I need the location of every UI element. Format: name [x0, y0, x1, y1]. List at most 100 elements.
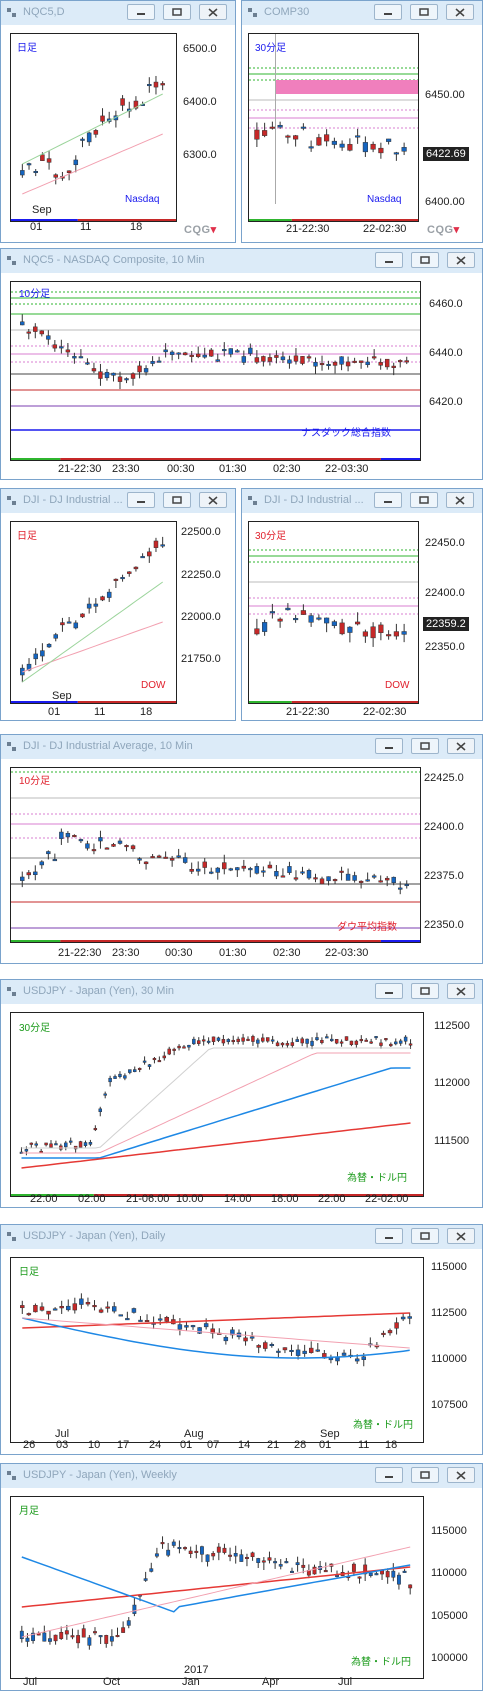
- window-usdjpy-daily[interactable]: USDJPY - Japan (Yen), Daily 日足 為替・ドル円 Ju…: [0, 1224, 483, 1455]
- candle-body: [111, 844, 116, 847]
- price-chart[interactable]: 月足 為替・ドル円 2017: [10, 1496, 424, 1679]
- candle-body: [301, 1564, 306, 1568]
- candle-body: [371, 875, 377, 878]
- session-strip: [291, 219, 418, 221]
- window-usdjpy-weekly[interactable]: USDJPY - Japan (Yen), Weekly 月足 為替・ドル円 2…: [0, 1463, 483, 1691]
- maximize-button[interactable]: [411, 1467, 439, 1483]
- candle-body: [277, 124, 283, 128]
- minimize-button[interactable]: [375, 983, 403, 999]
- minimize-button[interactable]: [375, 1467, 403, 1483]
- candle-body: [374, 1573, 379, 1576]
- close-button[interactable]: [199, 4, 227, 20]
- close-button[interactable]: [447, 983, 475, 999]
- candle-body: [176, 855, 181, 858]
- candle-body: [323, 1570, 328, 1573]
- title-bar[interactable]: NQC5 - NASDAQ Composite, 10 Min: [1, 249, 482, 273]
- window-comp30[interactable]: COMP30 30分足 Nasdaq 6450.00 6400.00 6422.…: [241, 0, 483, 243]
- window-usdjpy-30min[interactable]: USDJPY - Japan (Yen), 30 Min 30分足 為替・ドル円…: [0, 979, 483, 1208]
- candle-body: [31, 1632, 36, 1641]
- y-tick-label: 110000: [431, 1567, 467, 1579]
- candlestick-plot: [11, 771, 420, 942]
- minimize-button[interactable]: [375, 252, 403, 268]
- maximize-button[interactable]: [411, 252, 439, 268]
- price-chart[interactable]: 日足 Nasdaq: [10, 33, 177, 222]
- price-chart[interactable]: 30分足 Nasdaq: [248, 33, 419, 222]
- candle-body: [235, 867, 240, 871]
- moving-average-line: [22, 133, 163, 195]
- instrument-label: 為替・ドル円: [351, 1657, 411, 1668]
- price-chart[interactable]: 日足 為替・ドル円 Jul Aug Sep: [10, 1257, 424, 1443]
- minimize-button[interactable]: [127, 4, 155, 20]
- candle-body: [160, 83, 165, 86]
- title-bar[interactable]: USDJPY - Japan (Yen), 30 Min: [1, 980, 482, 1004]
- close-button[interactable]: [447, 252, 475, 268]
- price-chart[interactable]: 10分足 ナスダック総合指数: [10, 281, 421, 461]
- minimize-button[interactable]: [127, 492, 155, 508]
- title-bar[interactable]: USDJPY - Japan (Yen), Weekly: [1, 1464, 482, 1488]
- maximize-button[interactable]: [411, 738, 439, 754]
- close-button[interactable]: [446, 4, 474, 20]
- candle-body: [115, 1635, 120, 1638]
- candle-body: [157, 1060, 162, 1063]
- minimize-button[interactable]: [375, 1228, 403, 1244]
- title-bar[interactable]: DJI - DJ Industrial ...: [1, 489, 235, 513]
- candle-body: [345, 361, 351, 367]
- close-button[interactable]: [446, 492, 474, 508]
- title-bar[interactable]: DJI - DJ Industrial Average, 10 Min: [1, 735, 482, 759]
- title-bar[interactable]: USDJPY - Japan (Yen), Daily: [1, 1225, 482, 1249]
- x-tick-label: 21-06:00: [126, 1193, 170, 1205]
- candle-body: [290, 1570, 294, 1573]
- window-title: DJI - DJ Industrial ...: [23, 494, 123, 506]
- window-nqc5-daily[interactable]: NQC5,D 日足 Nasdaq 6500.0 6400.0 6300.0 Se…: [0, 0, 236, 243]
- candle-body: [171, 1541, 176, 1546]
- window-dji-daily[interactable]: DJI - DJ Industrial ... 日足 DOW 22500.0 2…: [0, 488, 236, 721]
- title-bar[interactable]: NQC5,D: [1, 1, 235, 25]
- candle-body: [278, 1564, 283, 1567]
- close-button[interactable]: [447, 1467, 475, 1483]
- candle-body: [131, 1308, 137, 1313]
- candle-body: [385, 1571, 390, 1578]
- price-chart[interactable]: 30分足 為替・ドル円: [10, 1012, 424, 1197]
- window-dji-10min[interactable]: DJI - DJ Industrial Average, 10 Min 10分足…: [0, 734, 483, 964]
- candle-body: [108, 1077, 112, 1083]
- title-bar[interactable]: DJI - DJ Industrial ...: [242, 489, 482, 513]
- minimize-button[interactable]: [374, 4, 402, 20]
- close-button[interactable]: [199, 492, 227, 508]
- maximize-button[interactable]: [411, 983, 439, 999]
- candle-body: [251, 1036, 255, 1042]
- moving-average-line: [21, 1546, 411, 1638]
- y-tick-label: 22400.0: [425, 587, 465, 599]
- candle-body: [72, 835, 77, 838]
- close-button[interactable]: [447, 1228, 475, 1244]
- candle-body: [29, 1142, 34, 1145]
- maximize-button[interactable]: [411, 1228, 439, 1244]
- close-button[interactable]: [447, 738, 475, 754]
- candle-body: [263, 1342, 268, 1349]
- maximize-button[interactable]: [163, 492, 191, 508]
- candle-body: [190, 1325, 196, 1328]
- candle-body: [87, 1637, 92, 1646]
- minimize-button[interactable]: [374, 492, 402, 508]
- candle-body: [172, 1048, 176, 1051]
- price-chart[interactable]: 30分足 DOW: [248, 521, 419, 704]
- window-dji-30min[interactable]: DJI - DJ Industrial ... 30分足 DOW 22450.0…: [241, 488, 483, 721]
- candle-body: [215, 359, 220, 362]
- minimize-button[interactable]: [375, 738, 403, 754]
- title-bar[interactable]: COMP30: [242, 1, 482, 25]
- candle-body: [312, 1566, 317, 1575]
- candle-body: [386, 138, 392, 142]
- candle-body: [48, 1638, 52, 1642]
- maximize-button[interactable]: [163, 4, 191, 20]
- candle-body: [300, 871, 305, 874]
- price-chart[interactable]: 10分足 ダウ平均指数: [10, 767, 421, 943]
- maximize-button[interactable]: [410, 4, 438, 20]
- candle-body: [118, 1073, 122, 1077]
- candle-body: [233, 1553, 238, 1557]
- candle-body: [230, 1329, 235, 1336]
- window-nqc5-10min[interactable]: NQC5 - NASDAQ Composite, 10 Min 10分足 ナスダ…: [0, 248, 483, 480]
- candle-body: [169, 858, 175, 861]
- x-tick-label: 01:30: [219, 947, 247, 959]
- price-chart[interactable]: 日足 DOW: [10, 521, 177, 704]
- candle-body: [241, 1037, 245, 1042]
- maximize-button[interactable]: [410, 492, 438, 508]
